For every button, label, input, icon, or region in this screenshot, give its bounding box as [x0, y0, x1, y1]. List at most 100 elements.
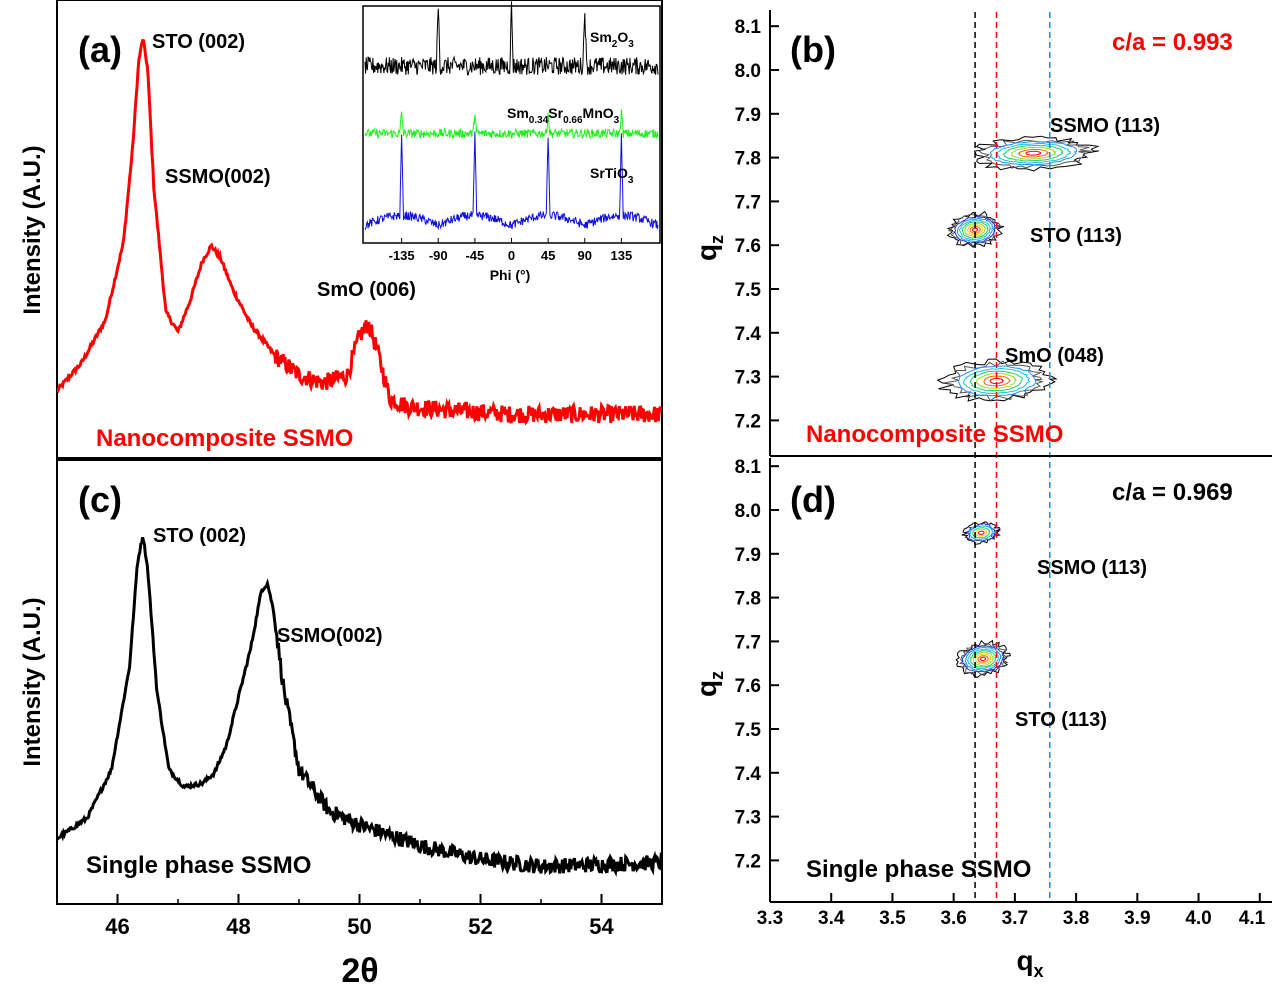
rsm-peak-d-1 — [975, 653, 992, 665]
inset-frame — [362, 5, 661, 244]
rsm-peak-b-1 — [959, 219, 992, 241]
x-tick-label: 3.8 — [1063, 908, 1089, 929]
rsm-peak-b-0 — [973, 135, 1100, 172]
rsm-peak-b-1 — [972, 227, 979, 232]
inset-trace — [364, 109, 659, 140]
inset-tick-label: -135 — [389, 248, 415, 263]
rsm-peak-b-1 — [954, 216, 996, 244]
rsm-peak-b-0 — [1010, 147, 1057, 160]
inset-label-ssmo: Sm0.34Sr0.66MnO3 — [507, 105, 620, 126]
left-ylabel-top: Intensity (A.U.) — [19, 145, 46, 314]
x-tick-label: 3.3 — [757, 908, 783, 929]
panel-d-ratio: c/a = 0.969 — [1112, 479, 1233, 506]
rsm-peak-d-1 — [972, 651, 994, 667]
y-tick-label: 7.4 — [735, 324, 762, 345]
rsm-peak-d-0 — [977, 530, 985, 536]
rsm-peak-b-1 — [966, 224, 984, 236]
y-tick-label: 7.9 — [735, 105, 761, 126]
y-tick-label: 7.8 — [735, 589, 761, 610]
inset-tick-label: 135 — [611, 248, 633, 263]
x-tick-label: 4.1 — [1239, 908, 1266, 929]
y-tick-label: 8.0 — [735, 501, 761, 522]
rsm-peak-d-1 — [964, 646, 1002, 672]
panel-a: (a) STO (002) SSMO(002) SmO (006) Nanoco… — [56, 0, 663, 459]
rsm-peak-b-2 — [958, 365, 1037, 397]
y-tick-label: 7.7 — [735, 632, 761, 653]
rsm-peak-b-0 — [978, 139, 1092, 169]
x-tick-label: 50 — [347, 914, 371, 939]
annotation-sto-113-b: STO (113) — [1030, 225, 1122, 247]
rsm-peak-d-1 — [969, 650, 997, 668]
annotation-sto-002-c: STO (002) — [153, 525, 246, 547]
x-tick-label: 4.0 — [1185, 908, 1211, 929]
annotation-smo-006-a: SmO (006) — [317, 279, 416, 301]
y-tick-label: 7.5 — [735, 720, 762, 741]
right-ylabel-top: qz — [691, 235, 727, 261]
annotation-ssmo-113-d: SSMO (113) — [1037, 557, 1147, 579]
x-tick-label: 3.7 — [1002, 908, 1028, 929]
rsm-peak-b-2 — [944, 360, 1044, 402]
x-tick-label: 3.6 — [940, 908, 966, 929]
annotation-sto-002-a: STO (002) — [152, 31, 245, 53]
y-tick-label: 7.9 — [735, 545, 761, 566]
y-tick-label: 7.2 — [735, 411, 761, 432]
rsm-peak-b-0 — [989, 140, 1078, 166]
panel-a-frame — [56, 0, 663, 459]
panel-b: 7.2 7.3 7.4 7.5 7.6 7.7 7.8 7.9 8.0 8.1 (b) c/a =… — [735, 10, 1272, 457]
y-tick-label: 7.4 — [735, 764, 762, 785]
rsm-peak-b-1 — [961, 221, 989, 239]
rsm-peak-b-1 — [956, 217, 995, 243]
inset-label-sm2o3: Sm2O3 — [590, 29, 634, 50]
inset-tick-label: 45 — [541, 248, 555, 263]
rsm-peak-b-1 — [964, 222, 987, 238]
annotation-ssmo-002-c: SSMO(002) — [277, 625, 383, 647]
rsm-peak-b-2 — [936, 358, 1058, 402]
rsm-peak-b-2 — [989, 378, 1004, 385]
panel-b-footer: Nanocomposite SSMO — [806, 421, 1063, 448]
rsm-peak-b-2 — [969, 370, 1023, 392]
rsm-peak-d-1 — [979, 656, 987, 662]
panel-d: 7.2 7.3 7.4 7.5 7.6 7.7 7.8 7.9 8.0 8.1 3.3 3.4 3.5… — [735, 457, 1272, 929]
y-tick-label: 7.3 — [735, 808, 761, 829]
y-tick-label: 7.3 — [735, 368, 761, 389]
annotation-ssmo-113-b: SSMO (113) — [1050, 115, 1160, 137]
inset-tick-label: 90 — [578, 248, 592, 263]
y-tick-label: 8.1 — [735, 457, 762, 478]
inset-tick-label: 0 — [508, 248, 515, 263]
panel-c-footer: Single phase SSMO — [86, 852, 311, 879]
rsm-peak-d-1 — [967, 648, 999, 670]
rsm-peak-d-0 — [972, 527, 991, 539]
x-tick-label: 46 — [105, 914, 129, 939]
panel-c-frame — [56, 459, 663, 905]
panel-a-label: (a) — [78, 29, 122, 70]
panel-a-footer: Nanocomposite SSMO — [96, 425, 353, 452]
x-tick-label: 52 — [468, 914, 492, 939]
y-tick-label: 7.7 — [735, 192, 761, 213]
rsm-peak-b-2 — [963, 367, 1031, 394]
panel-d-label: (d) — [790, 479, 836, 520]
x-tick-label: 3.5 — [879, 908, 906, 929]
rsm-peak-d-1 — [955, 639, 1012, 679]
rsm-peak-b-1 — [969, 226, 981, 234]
annotation-smo-048-b: SmO (048) — [1005, 345, 1104, 367]
rsm-peak-b-2 — [983, 375, 1011, 387]
inset-label-srtio3: SrTiO3 — [590, 165, 634, 186]
inset-trace — [364, 1, 659, 76]
rsm-peak-d-1 — [959, 643, 1009, 675]
y-tick-label: 7.6 — [735, 676, 761, 697]
series-a-line — [57, 38, 662, 426]
rsm-peak-d-0 — [963, 522, 999, 543]
y-tick-label: 8.1 — [735, 17, 762, 38]
y-tick-label: 7.2 — [735, 851, 761, 872]
x-tick-label: 54 — [589, 914, 614, 939]
x-tick-label: 3.9 — [1124, 908, 1150, 929]
y-tick-label: 7.8 — [735, 149, 761, 170]
rsm-peak-b-1 — [947, 213, 1002, 247]
right-ylabel-bottom: qz — [691, 671, 727, 697]
y-tick-label: 8.0 — [735, 61, 761, 82]
x-tick-label: 48 — [226, 914, 250, 939]
rsm-peak-d-0 — [974, 528, 989, 537]
rsm-peak-d-1 — [977, 655, 989, 663]
inset-trace — [364, 131, 659, 231]
panel-b-ratio: c/a = 0.993 — [1112, 29, 1233, 56]
